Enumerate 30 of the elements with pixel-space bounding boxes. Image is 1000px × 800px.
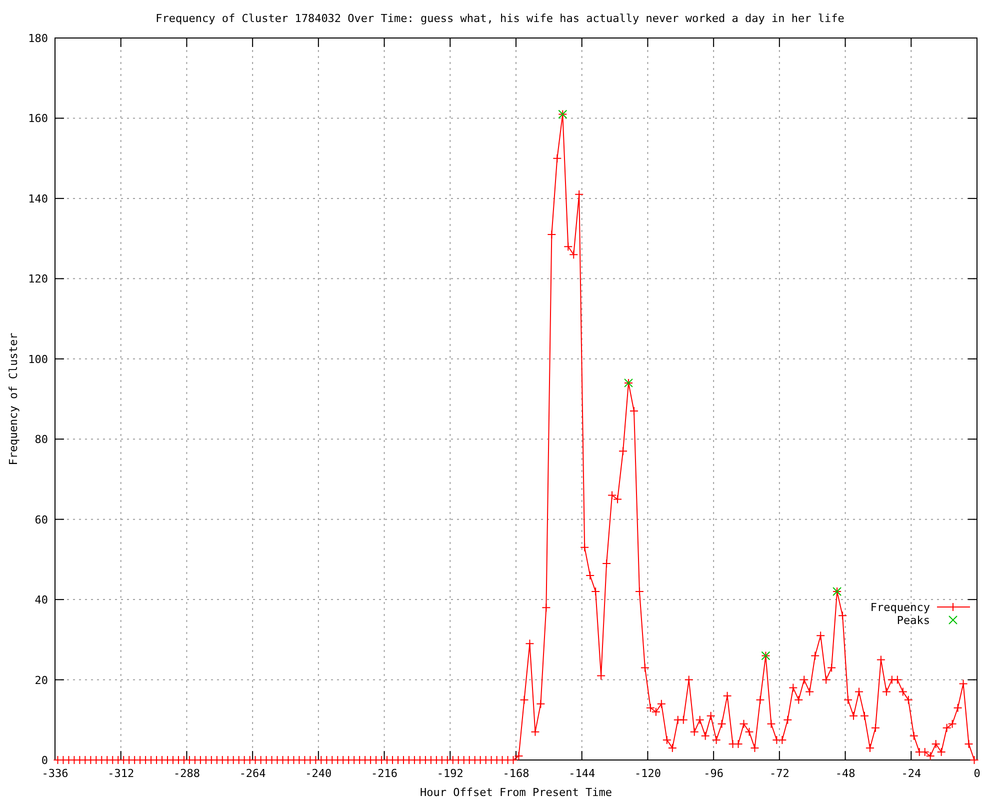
x-tick-label: -72: [769, 767, 790, 780]
x-tick-label: -144: [568, 767, 596, 780]
x-axis-title: Hour Offset From Present Time: [420, 786, 612, 799]
y-tick-label: 140: [28, 192, 48, 206]
x-tick-label: -240: [305, 767, 332, 780]
legend-label: Frequency: [870, 601, 930, 614]
x-tick-label: -24: [901, 767, 922, 780]
x-tick-label: -336: [42, 767, 68, 780]
x-tick-label: -168: [502, 767, 530, 780]
x-tick-label: -288: [173, 767, 200, 780]
y-tick-label: 120: [28, 272, 48, 286]
x-tick-label: -216: [371, 767, 398, 780]
y-axis-title: Frequency of Cluster: [7, 332, 20, 466]
y-tick-label: 100: [28, 352, 48, 366]
y-tick-label: 180: [28, 32, 48, 45]
y-tick-label: 160: [28, 112, 48, 126]
x-tick-label: -312: [108, 767, 134, 780]
y-tick-label: 0: [41, 754, 48, 767]
x-tick-label: -192: [436, 767, 464, 780]
y-tick-label: 60: [34, 513, 48, 526]
chart-title: Frequency of Cluster 1784032 Over Time: guess what, his wife has actually never worked a day in her life: [156, 12, 844, 25]
y-tick-label: 40: [34, 594, 48, 607]
x-tick-label: -264: [239, 767, 266, 780]
x-tick-label: -48: [835, 767, 856, 780]
legend-label: Peaks: [896, 614, 930, 627]
x-tick-label: -120: [634, 767, 661, 780]
y-tick-label: 80: [34, 433, 48, 446]
y-tick-label: 20: [34, 674, 48, 687]
x-tick-label: 0: [974, 767, 980, 780]
x-tick-label: -96: [704, 767, 724, 780]
